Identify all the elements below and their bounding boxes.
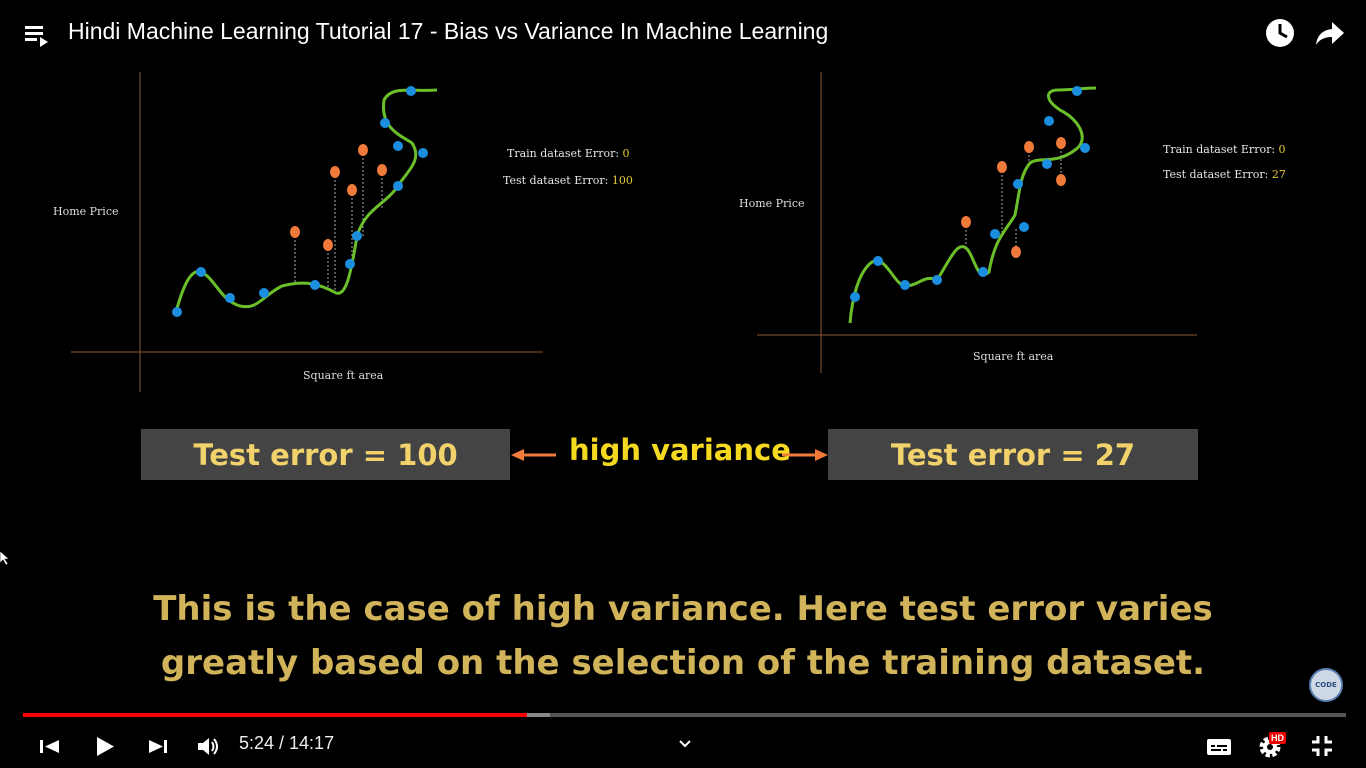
caption-line-1: This is the case of high variance. Here … xyxy=(153,589,1213,629)
right-ylabel: Home Price xyxy=(739,197,805,210)
playlist-icon[interactable] xyxy=(18,14,58,54)
arrow-left xyxy=(511,449,556,461)
arrows xyxy=(511,449,828,461)
left-test-points xyxy=(290,144,387,251)
play-icon[interactable] xyxy=(89,730,121,762)
slide-content xyxy=(0,60,1366,700)
left-ylabel: Home Price xyxy=(53,205,119,218)
left-test-error: Test dataset Error: 100 xyxy=(503,174,633,187)
fullscreen-exit-icon[interactable] xyxy=(1306,730,1338,762)
test-error-box-left: Test error = 100 xyxy=(141,429,510,480)
progress-bar[interactable] xyxy=(23,713,1346,717)
progress-played xyxy=(23,713,528,717)
prev-icon[interactable] xyxy=(34,730,66,762)
arrow-right xyxy=(782,449,828,461)
left-test-error-label: Test dataset Error: xyxy=(503,174,609,187)
control-bar: 5:24 / 14:17 HD xyxy=(0,722,1366,768)
left-train-points xyxy=(172,86,428,317)
chevron-down-icon[interactable] xyxy=(670,728,702,760)
mouse-cursor-icon xyxy=(0,551,10,565)
test-error-box-right: Test error = 27 xyxy=(828,429,1198,480)
share-icon[interactable] xyxy=(1310,13,1350,53)
high-variance-label: high variance xyxy=(569,433,791,467)
caption-line-2: greatly based on the selection of the tr… xyxy=(160,643,1206,683)
left-train-error-value: 0 xyxy=(622,147,630,160)
time-display: 5:24 / 14:17 xyxy=(239,733,335,753)
top-bar: Hindi Machine Learning Tutorial 17 - Bia… xyxy=(0,0,1366,68)
right-test-points xyxy=(961,137,1066,258)
subtitles-icon[interactable] xyxy=(1203,730,1235,762)
left-train-error: Train dataset Error: 0 xyxy=(507,147,630,160)
right-test-error-value: 27 xyxy=(1271,168,1286,181)
left-xlabel: Square ft area xyxy=(303,369,384,382)
right-train-points xyxy=(850,86,1090,302)
right-train-error-value: 0 xyxy=(1278,143,1286,156)
watch-later-icon[interactable] xyxy=(1260,13,1300,53)
channel-logo-icon[interactable]: CODE xyxy=(1309,668,1343,702)
left-chart xyxy=(71,72,543,392)
right-xlabel: Square ft area xyxy=(973,350,1054,363)
right-train-error-label: Train dataset Error: xyxy=(1163,143,1276,156)
video-title[interactable]: Hindi Machine Learning Tutorial 17 - Bia… xyxy=(68,18,829,44)
next-icon[interactable] xyxy=(142,730,174,762)
hd-badge: HD xyxy=(1269,732,1286,744)
caption: This is the case of high variance. Here … xyxy=(40,582,1326,690)
left-train-error-label: Train dataset Error: xyxy=(507,147,620,160)
right-train-error: Train dataset Error: 0 xyxy=(1163,143,1286,156)
volume-icon[interactable] xyxy=(192,730,224,762)
right-chart xyxy=(757,72,1197,373)
left-fit-curve xyxy=(174,88,438,313)
right-test-error-label: Test dataset Error: xyxy=(1163,168,1269,181)
right-test-error: Test dataset Error: 27 xyxy=(1163,168,1286,181)
left-test-error-value: 100 xyxy=(611,174,633,187)
